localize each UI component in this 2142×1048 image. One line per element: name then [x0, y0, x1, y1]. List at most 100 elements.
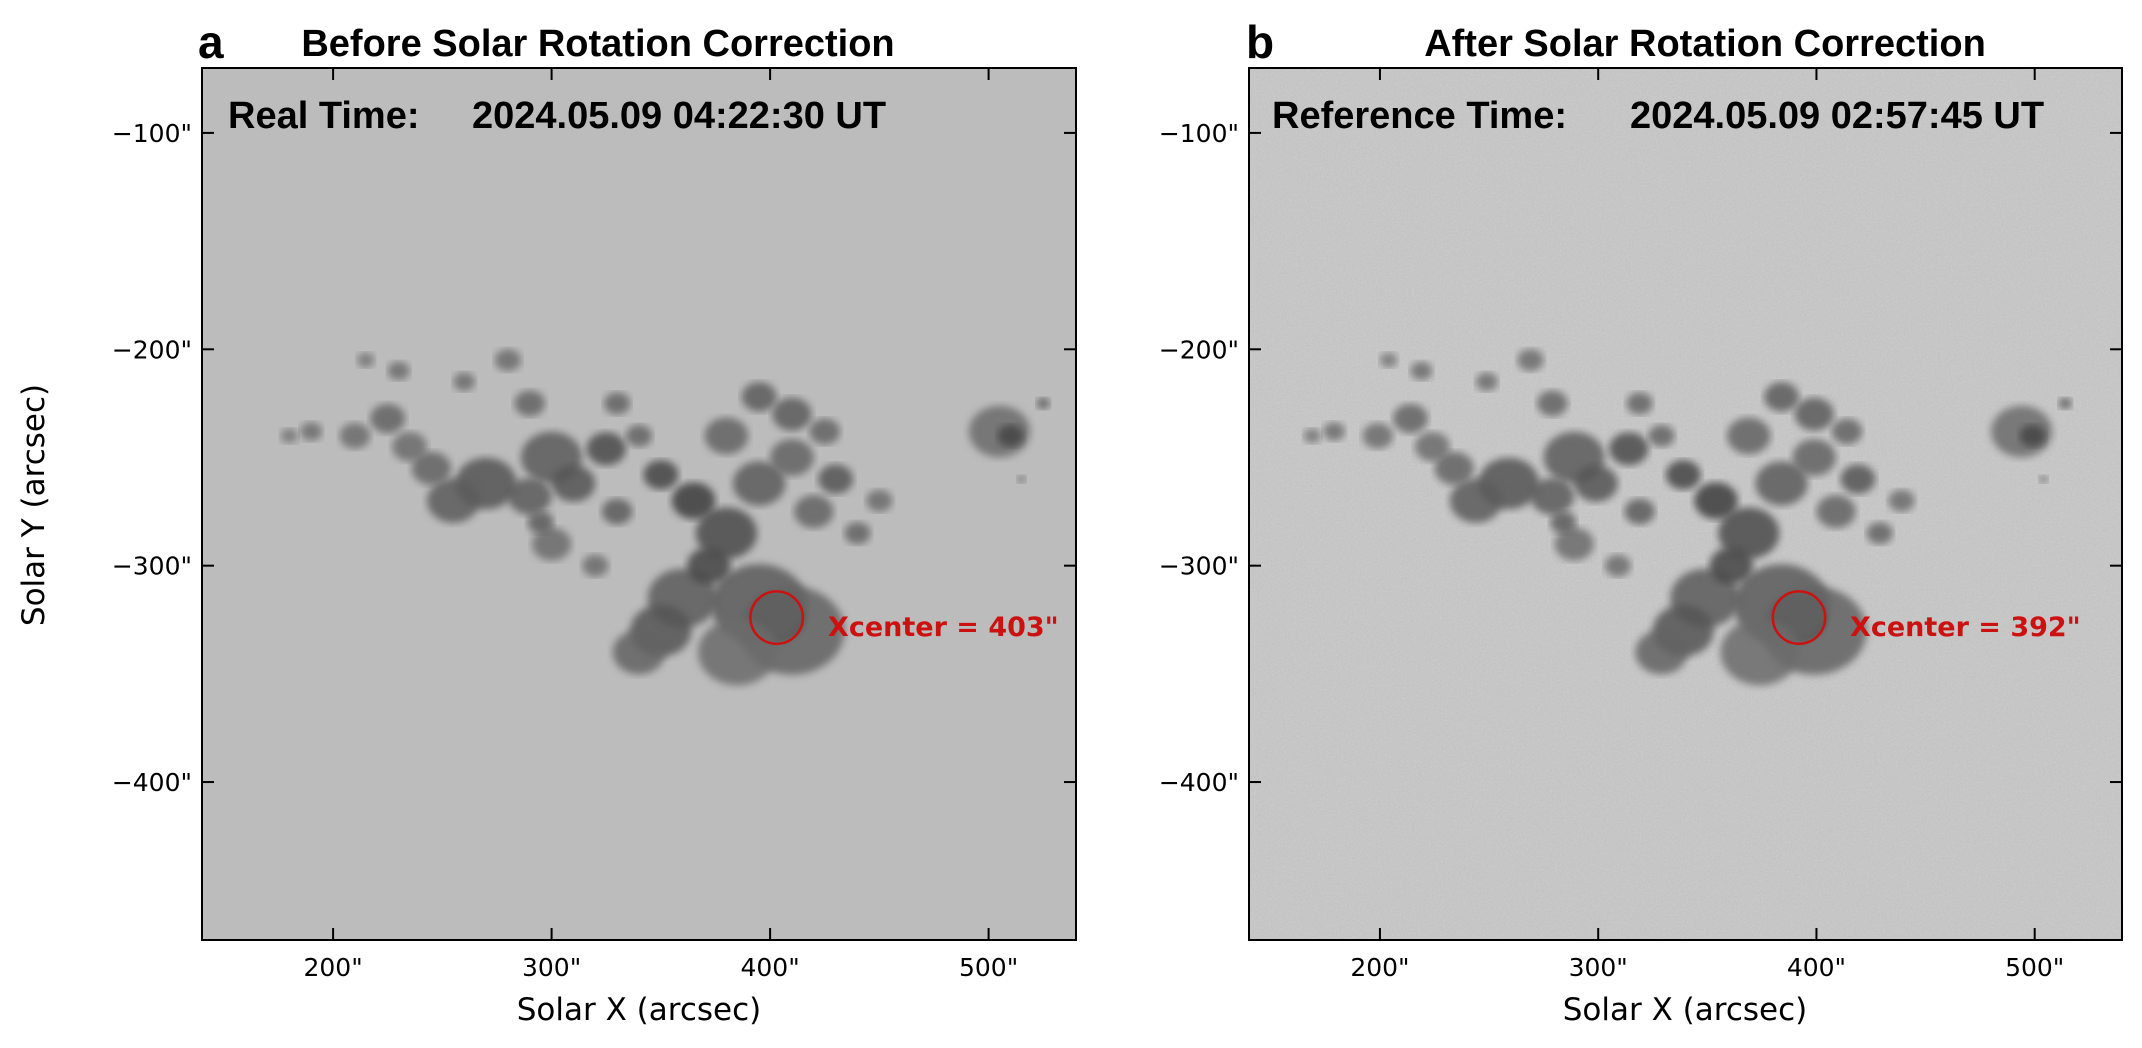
- sunspot-blob: [1517, 349, 1544, 372]
- sunspot-blob: [772, 397, 812, 431]
- sunspot-blob: [1475, 372, 1498, 391]
- sunspot-blob: [643, 460, 679, 490]
- time-label: Real Time:: [228, 95, 419, 137]
- sunspot-blob: [604, 392, 631, 415]
- sunspot-blob: [2058, 397, 2072, 409]
- x-tick-label: 400": [740, 953, 799, 982]
- sunspot-blob: [280, 428, 299, 444]
- x-tick-label: 400": [1787, 953, 1846, 982]
- sunspot-blob: [1792, 439, 1837, 476]
- sunspot-blob: [339, 422, 371, 449]
- sunspot-blob: [1624, 498, 1655, 525]
- sunspot-blob: [387, 361, 410, 381]
- sunspot-blob: [844, 522, 871, 545]
- sunspot-blob: [1550, 511, 1577, 534]
- sunspot-blob: [625, 424, 653, 447]
- sunspot-blob: [695, 507, 757, 559]
- sunspot-blob: [1626, 392, 1653, 415]
- panel-title: Before Solar Rotation Correction: [301, 23, 894, 65]
- axis-ticks: 200" 300" 400" 500" −100" −200" −300" −400": [112, 68, 1076, 982]
- sunspot-blob: [1414, 431, 1450, 462]
- sunspot-blob: [531, 527, 572, 561]
- sunspot-blob: [586, 432, 626, 466]
- axis-ticks: 200" 300" 400" 500" −100" −200" −300" −400": [1159, 68, 2122, 982]
- sunspot-blob: [1017, 475, 1026, 483]
- y-tick-label: −200": [112, 335, 192, 364]
- sunspot-blob: [514, 390, 546, 417]
- time-value: 2024.05.09 04:22:30 UT: [472, 95, 886, 137]
- y-tick-label: −300": [1159, 552, 1239, 581]
- sunspot-blob: [1554, 527, 1594, 561]
- sunspot-marker-circle: [749, 590, 805, 646]
- y-tick-label: −200": [1159, 335, 1239, 364]
- sunspot-blob: [809, 418, 841, 445]
- sunspot-blob: [1635, 630, 1688, 675]
- x-tick-label: 200": [303, 953, 362, 982]
- time-value: 2024.05.09 02:57:45 UT: [1630, 95, 2044, 137]
- sunspot-blob: [1530, 478, 1575, 515]
- sunspot-blob: [1362, 422, 1394, 449]
- granulation-texture: [1249, 68, 2122, 940]
- sunspot-blob: [2039, 475, 2048, 483]
- sunspot-blob: [551, 465, 596, 502]
- panel-a: a Before Solar Rotation Correction Real …: [112, 16, 1077, 1028]
- sunspot-blob: [1574, 465, 1618, 502]
- y-tick-label: −100": [112, 119, 192, 148]
- sunspot-blob: [732, 461, 786, 506]
- sunspot-blob: [1036, 397, 1050, 409]
- y-tick-label: −300": [112, 552, 192, 581]
- sunspot-blob: [1449, 478, 1503, 523]
- x-axis-label: Solar X (arcsec): [517, 992, 762, 1028]
- sunspot-blob: [697, 619, 777, 686]
- active-region: [1303, 349, 2072, 686]
- sunspot-blob: [818, 464, 854, 494]
- y-tick-label: −100": [1159, 119, 1239, 148]
- y-tick-label: −400": [1159, 768, 1239, 797]
- active-region: [280, 349, 1050, 686]
- y-axis-label: Solar Y (arcsec): [16, 384, 52, 626]
- sunspot-blob: [453, 372, 476, 391]
- sunspot-blob: [997, 424, 1024, 447]
- x-axis-label: Solar X (arcsec): [1563, 992, 1808, 1028]
- sunspot-blob: [704, 417, 749, 455]
- sunspot-blob: [671, 482, 716, 520]
- sunspot-blob: [601, 498, 633, 525]
- sunspot-blob: [2019, 424, 2046, 447]
- sunspot-blob: [770, 439, 814, 476]
- sunspot-blob: [507, 478, 552, 515]
- sunspot-blob: [1755, 461, 1808, 506]
- sunspot-blob: [300, 422, 323, 441]
- y-tick-label: −400": [112, 768, 192, 797]
- sunspot-blob: [1323, 422, 1346, 441]
- panel-title: After Solar Rotation Correction: [1424, 23, 1986, 65]
- sunspot-blob: [494, 349, 522, 372]
- x-tick-label: 300": [522, 953, 581, 982]
- plot-frame: [1248, 67, 2123, 941]
- sunspot-blob: [1604, 554, 1631, 577]
- sunspot-blob: [1840, 464, 1876, 494]
- x-tick-label: 500": [2005, 953, 2064, 982]
- sunspot-blob: [370, 403, 406, 434]
- sunspot-blob: [527, 511, 554, 534]
- sunspot-blob: [866, 489, 893, 512]
- solar-image: [202, 68, 1076, 940]
- panel-letter: a: [198, 16, 224, 68]
- time-label: Reference Time:: [1272, 95, 1567, 137]
- sunspot-blob: [1718, 507, 1780, 559]
- granulation-texture: [202, 68, 1076, 940]
- sunspot-blob: [1866, 522, 1893, 545]
- xcenter-annotation: Xcenter = 403": [828, 612, 1059, 643]
- panel-letter: b: [1246, 16, 1274, 68]
- sunspot-blob: [1393, 403, 1428, 434]
- solar-image: [1249, 68, 2122, 940]
- sunspot-blob: [1434, 451, 1474, 485]
- x-tick-label: 500": [959, 953, 1018, 982]
- sunspot-blob: [1831, 418, 1863, 445]
- sunspot-blob: [1537, 390, 1568, 417]
- sunspot-blob: [794, 495, 834, 529]
- sunspot-blob: [427, 478, 480, 523]
- x-tick-label: 200": [1350, 953, 1409, 982]
- sunspot-blob: [1726, 417, 1771, 455]
- sunspot-blob: [1410, 361, 1433, 381]
- panel-b: b After Solar Rotation Correction Refere…: [1159, 16, 2123, 1028]
